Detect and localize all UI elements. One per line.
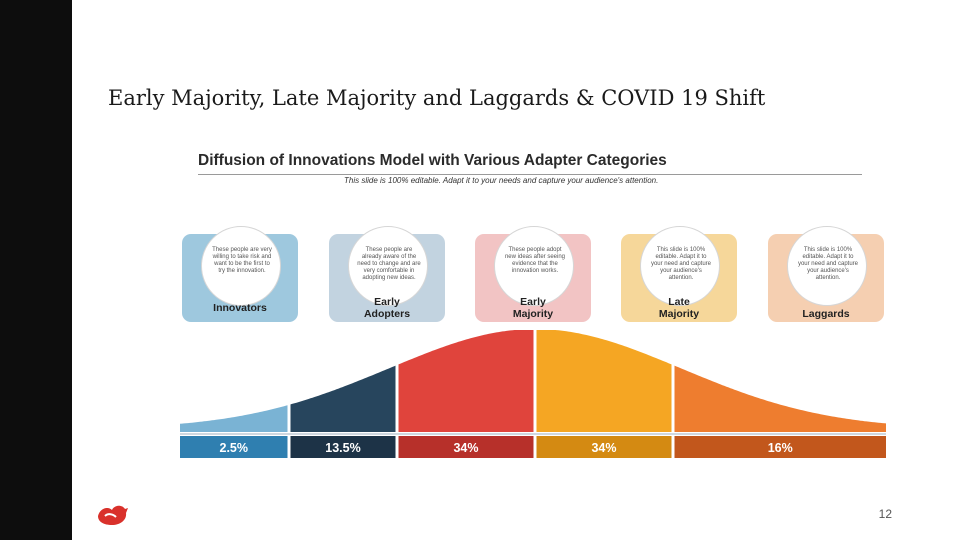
label-line-1: Innovators bbox=[213, 302, 267, 314]
title-divider bbox=[198, 174, 862, 175]
card-late-majority: This slide is 100% editable. Adapt it to… bbox=[621, 226, 737, 322]
label-line-1: Laggards bbox=[802, 308, 850, 320]
speech-bubble: These people are very willing to take ri… bbox=[201, 226, 281, 306]
card-early-adopters: These people are already aware of the ne… bbox=[329, 226, 445, 322]
speech-bubble: This slide is 100% editable. Adapt it to… bbox=[787, 226, 867, 306]
slide-title: Early Majority, Late Majority and Laggar… bbox=[108, 86, 766, 110]
infographic-title: Diffusion of Innovations Model with Vari… bbox=[198, 152, 667, 169]
speech-bubble: This slide is 100% editable. Adapt it to… bbox=[640, 226, 720, 306]
infographic-subtitle: This slide is 100% editable. Adapt it to… bbox=[344, 176, 659, 185]
label-line-1: Early bbox=[520, 296, 546, 308]
curve-segment-2 bbox=[290, 365, 396, 432]
value-band-5 bbox=[674, 436, 886, 458]
label-line-2: Majority bbox=[658, 308, 700, 320]
curve-segment-4 bbox=[536, 330, 672, 432]
bell-curve-chart: 2.5% 13.5% 34% 34% 16% bbox=[180, 330, 886, 458]
value-band-4 bbox=[536, 436, 672, 458]
bubble-text: These people are very willing to take ri… bbox=[212, 247, 272, 274]
category-label: Early Majority bbox=[475, 296, 591, 320]
value-band-1 bbox=[180, 436, 288, 458]
card-laggards: This slide is 100% editable. Adapt it to… bbox=[768, 226, 884, 322]
brand-logo-icon bbox=[98, 505, 128, 525]
bubble-text: These people adopt new ideas after seein… bbox=[504, 247, 566, 274]
value-band-2 bbox=[290, 436, 396, 458]
curve-segment-1 bbox=[180, 405, 288, 432]
card-innovators: These people are very willing to take ri… bbox=[182, 226, 298, 322]
card-early-majority: These people adopt new ideas after seein… bbox=[475, 226, 591, 322]
curve-segment-3 bbox=[398, 330, 534, 432]
diffusion-infographic: Diffusion of Innovations Model with Vari… bbox=[178, 150, 890, 462]
speech-bubble: These people are already aware of the ne… bbox=[348, 226, 428, 306]
category-label: Laggards bbox=[768, 308, 884, 320]
chart-baseline bbox=[180, 433, 886, 435]
label-line-2: Majority bbox=[512, 308, 554, 320]
speech-bubble: These people adopt new ideas after seein… bbox=[494, 226, 574, 306]
value-label-2: 13.5% bbox=[325, 441, 360, 455]
bubble-text: This slide is 100% editable. Adapt it to… bbox=[650, 247, 712, 281]
bubble-text: These people are already aware of the ne… bbox=[357, 247, 421, 281]
value-label-3: 34% bbox=[453, 441, 478, 455]
label-line-1: Late bbox=[668, 296, 690, 308]
curve-segment-5 bbox=[674, 365, 886, 432]
label-line-1: Early bbox=[374, 296, 400, 308]
value-band-3 bbox=[398, 436, 534, 458]
category-label: Early Adopters bbox=[329, 296, 445, 320]
value-label-1: 2.5% bbox=[220, 441, 249, 455]
page-number: 12 bbox=[878, 507, 892, 521]
category-label: Late Majority bbox=[621, 296, 737, 320]
label-line-2: Adopters bbox=[363, 308, 411, 320]
category-label: Innovators bbox=[182, 302, 298, 314]
value-label-5: 16% bbox=[768, 441, 793, 455]
value-label-4: 34% bbox=[591, 441, 616, 455]
left-sidebar-bar bbox=[0, 0, 72, 540]
bubble-text: This slide is 100% editable. Adapt it to… bbox=[797, 247, 859, 281]
